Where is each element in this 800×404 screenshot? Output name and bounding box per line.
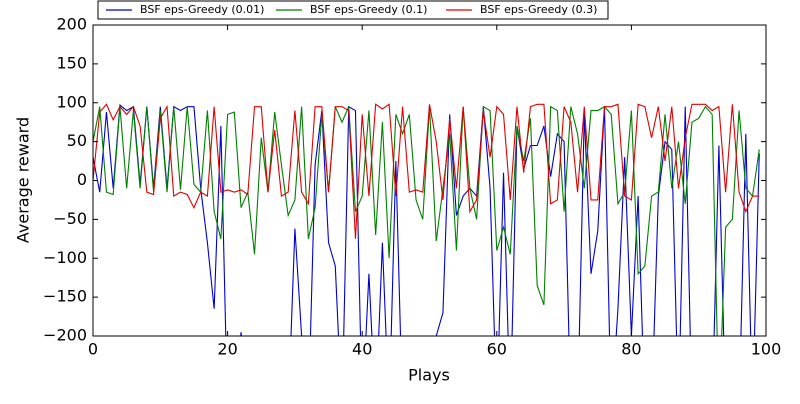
series-line [93, 105, 760, 336]
series-line [93, 103, 760, 336]
plot-area [93, 103, 760, 336]
legend-label: BSF eps-Greedy (0.01) [140, 3, 264, 16]
x-tick-label: 0 [88, 340, 98, 359]
y-tick-label: 50 [67, 131, 87, 150]
series-line [93, 103, 760, 239]
y-tick-label: −100 [43, 248, 87, 267]
x-axis-label: Plays [408, 366, 450, 385]
y-tick-label: −150 [43, 287, 87, 306]
x-tick-label: 40 [352, 340, 372, 359]
y-axis-label: Average reward [14, 117, 33, 243]
legend-label: BSF eps-Greedy (0.1) [310, 3, 427, 16]
legend-box [97, 0, 609, 20]
y-tick-label: 100 [56, 92, 87, 111]
y-tick-label: 200 [56, 15, 87, 34]
y-tick-label: −50 [53, 209, 87, 228]
x-tick-label: 80 [621, 340, 641, 359]
x-tick-label: 100 [751, 340, 782, 359]
x-tick-label: 60 [487, 340, 507, 359]
y-tick-label: 0 [77, 170, 87, 189]
legend-label: BSF eps-Greedy (0.3) [480, 3, 597, 16]
x-tick-label: 20 [217, 340, 237, 359]
y-tick-label: 150 [56, 53, 87, 72]
y-tick-label: −200 [43, 326, 87, 345]
